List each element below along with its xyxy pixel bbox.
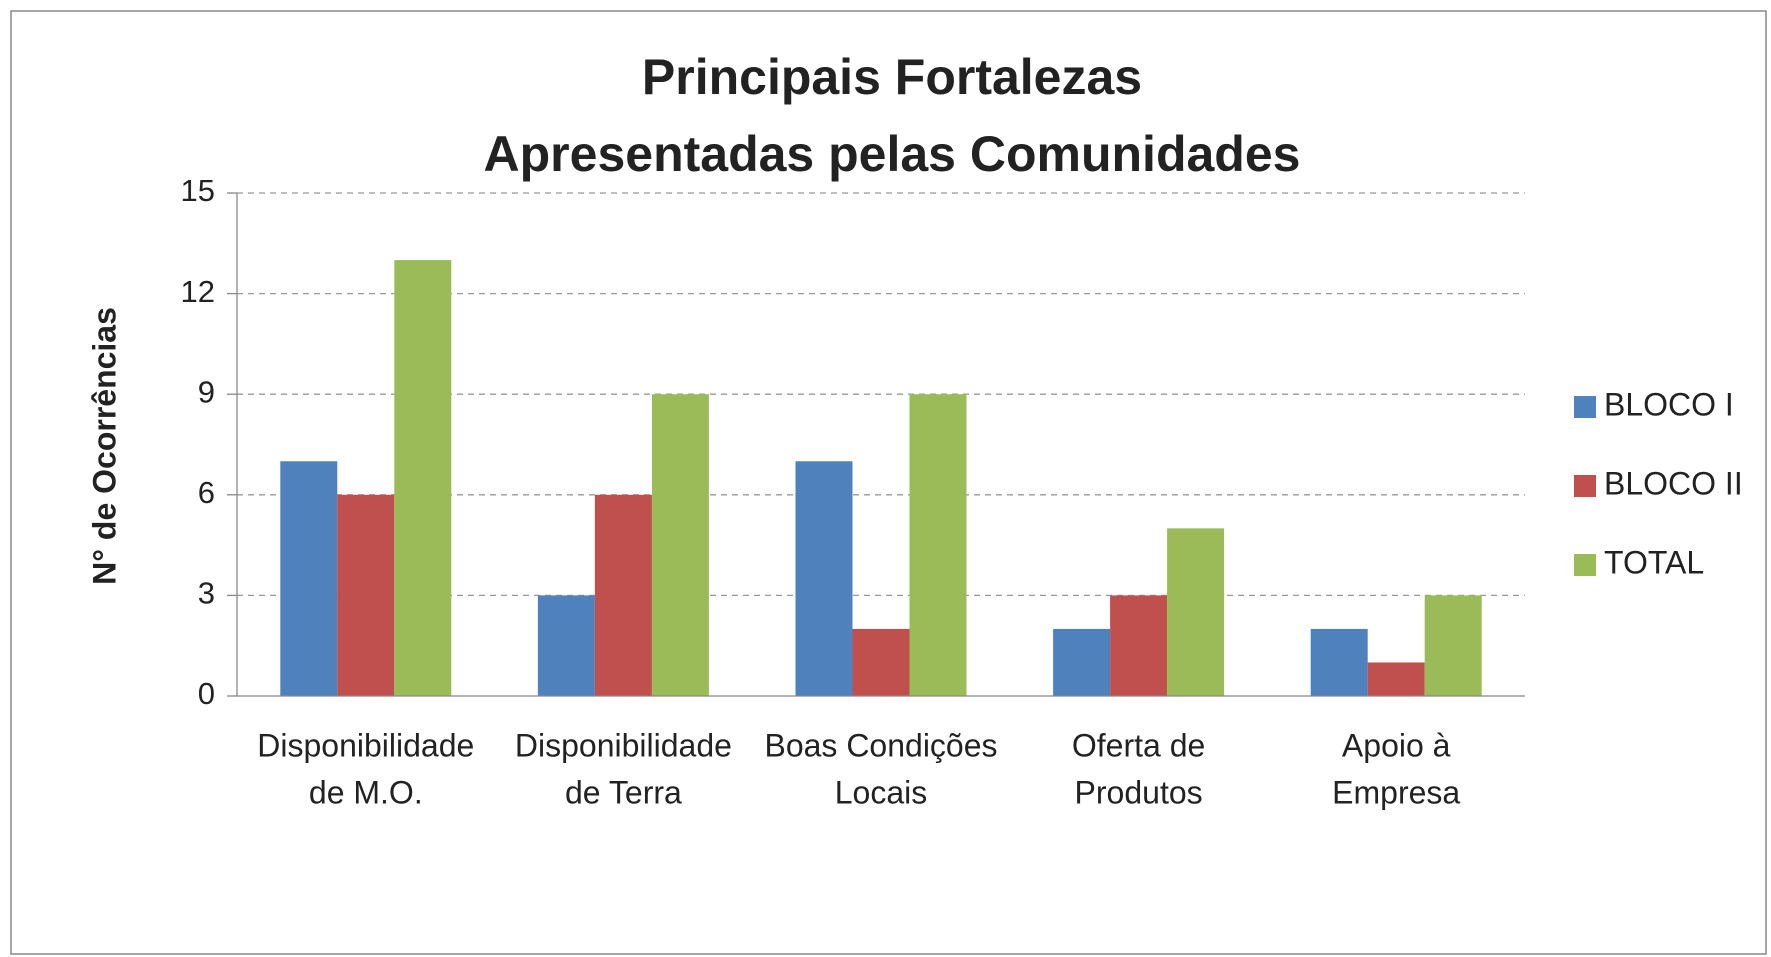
y-axis-label: N° de Ocorrências <box>86 307 122 585</box>
bar <box>1053 628 1111 696</box>
bar <box>337 494 395 696</box>
bar <box>852 628 910 696</box>
bar <box>651 394 709 696</box>
x-tick-label: Apoio à <box>1342 727 1451 763</box>
bar <box>795 461 853 696</box>
x-tick-label: Oferta de <box>1072 727 1205 763</box>
bar <box>1424 595 1482 696</box>
y-tick-label: 12 <box>181 274 215 309</box>
y-tick-label: 0 <box>198 676 215 711</box>
bar <box>537 595 595 696</box>
bar <box>594 494 652 696</box>
y-tick-label: 9 <box>198 374 215 409</box>
x-tick-label: Empresa <box>1332 774 1460 810</box>
y-tick-label: 6 <box>198 475 215 510</box>
y-tick-label: 15 <box>181 173 215 208</box>
bar <box>1310 628 1368 696</box>
x-tick-label: Produtos <box>1075 774 1203 810</box>
x-tick-label: Disponibilidade <box>515 727 732 763</box>
x-tick-label: Disponibilidade <box>257 727 474 763</box>
bar <box>280 461 338 696</box>
bar <box>1167 528 1225 696</box>
legend-label: TOTAL <box>1604 544 1704 580</box>
legend-swatch <box>1574 396 1596 418</box>
legend-swatch <box>1574 475 1596 497</box>
bar <box>909 394 967 696</box>
x-tick-label: de Terra <box>565 774 682 810</box>
legend-swatch <box>1574 554 1596 576</box>
chart-title: Apresentadas pelas Comunidades <box>484 126 1301 182</box>
x-tick-label: de M.O. <box>309 774 423 810</box>
x-tick-label: Boas Condições <box>764 727 997 763</box>
legend-label: BLOCO I <box>1604 386 1734 422</box>
bar <box>1110 595 1168 696</box>
bar <box>394 260 452 696</box>
bar <box>1367 662 1425 696</box>
y-tick-label: 3 <box>198 576 215 611</box>
legend-label: BLOCO II <box>1604 465 1743 501</box>
x-tick-label: Locais <box>835 774 928 810</box>
chart-title: Principais Fortalezas <box>642 49 1142 105</box>
